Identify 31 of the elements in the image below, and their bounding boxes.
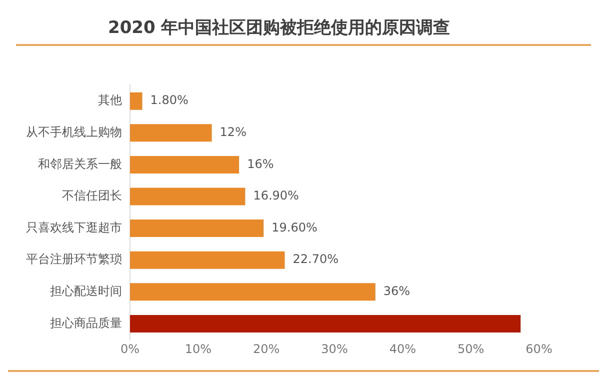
bar (130, 283, 376, 301)
x-tick-label: 20% (252, 342, 280, 356)
x-tick-label: 50% (457, 342, 484, 356)
bar (130, 220, 264, 238)
y-tick-label: 从不手机线上购物 (26, 125, 122, 140)
y-tick-label: 平台注册环节繁琐 (26, 252, 122, 266)
y-tick-label: 担心配送时间 (50, 284, 122, 298)
y-tick-label: 只喜欢线下逛超市 (26, 220, 122, 234)
data-label: 1.80% (150, 93, 188, 108)
data-label: 12% (220, 125, 246, 140)
data-label: 22.70% (292, 252, 339, 266)
y-tick-label: 不信任团长 (62, 188, 122, 203)
bar (130, 124, 212, 142)
bar (130, 188, 246, 206)
data-label: 19.60% (272, 220, 318, 234)
bar (130, 251, 285, 269)
y-tick-label: 和邻居关系一般 (38, 156, 122, 171)
y-tick-label: 担心商品质量 (50, 316, 122, 330)
data-label: 36% (383, 284, 410, 298)
chart-title: 2020 年中国社区团购被拒绝使用的原因调查 (108, 17, 450, 39)
bar (130, 92, 142, 110)
bar (130, 314, 521, 332)
x-tick-label: 10% (184, 342, 212, 356)
x-tick-label: 30% (321, 342, 348, 356)
bar (130, 156, 240, 174)
y-tick-label: 其他 (98, 93, 122, 108)
x-tick-label: 60% (526, 342, 552, 356)
x-tick-label: 0% (120, 342, 140, 356)
data-label: 16.90% (253, 188, 299, 203)
data-label: 16% (247, 156, 274, 171)
x-tick-label: 40% (389, 342, 416, 356)
